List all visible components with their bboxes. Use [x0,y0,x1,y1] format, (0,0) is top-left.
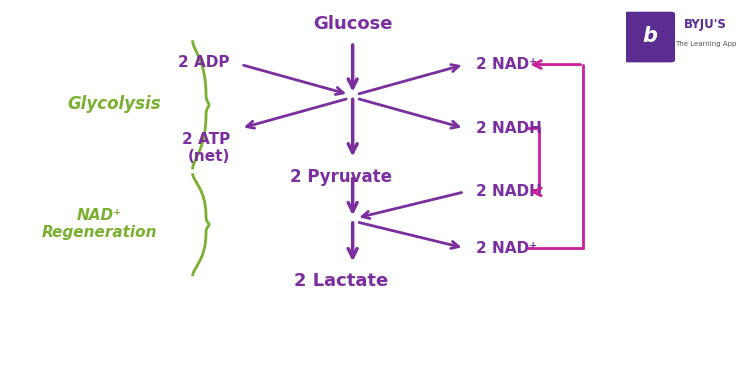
Text: 2 NADH: 2 NADH [476,121,542,136]
Text: 2 ATP
(net): 2 ATP (net) [182,132,230,165]
Text: 2 NAD⁺: 2 NAD⁺ [476,241,537,255]
Text: 2 Pyruvate: 2 Pyruvate [290,168,392,185]
Text: Glucose: Glucose [313,15,392,33]
Text: NAD⁺
Regeneration: NAD⁺ Regeneration [42,207,158,240]
FancyBboxPatch shape [624,12,675,62]
Text: 2 Lactate: 2 Lactate [294,272,388,290]
Text: 2 ADP: 2 ADP [178,55,230,70]
Text: BYJU'S: BYJU'S [684,18,727,31]
Text: 2 NAD⁺: 2 NAD⁺ [476,57,537,72]
Text: 2 NADH: 2 NADH [476,184,542,200]
Text: The Learning App: The Learning App [674,41,736,47]
Text: Glycolysis: Glycolysis [68,95,161,113]
Text: b: b [642,26,657,46]
